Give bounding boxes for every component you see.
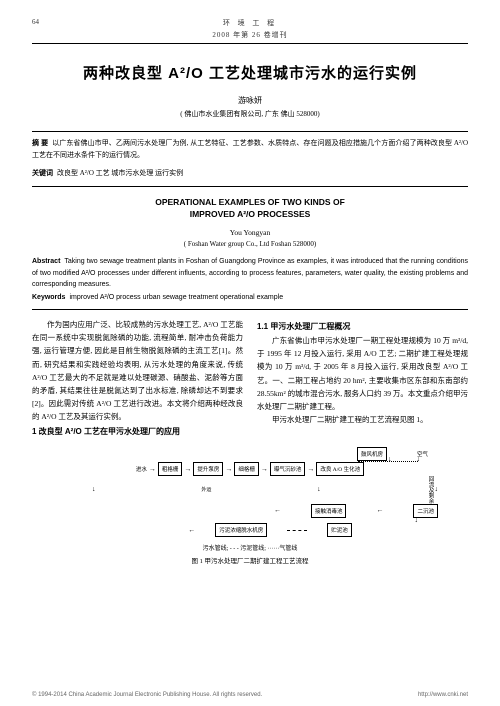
journal-name: 环 境 工 程 [52,18,448,28]
abstract-label-en: Abstract [32,258,60,265]
fc-box-coarse-grid: 粗格栅 [158,462,183,476]
fc-box-fan: 鼓风机房 [357,447,387,461]
page-number: 64 [32,18,52,28]
fc-box-aeration-grit: 曝气沉砂池 [270,462,306,476]
fc-box-pump: 提升泵房 [193,462,223,476]
flowchart-figure-1: 鼓风机房 空气 ↓↓ 进水 → 粗格栅 → 提升泵房 → 细格栅 → 曝气沉砂池… [32,447,468,565]
keywords-chinese: 关键词改良型 A²/O 工艺 城市污水处理 运行实例 [32,168,468,180]
left-paragraph-1: 作为国内应用广泛、比较成熟的污水处理工艺, A²/O 工艺能在同一系统中实现脱氮… [32,318,243,423]
right-paragraph-1: 广东省佛山市甲污水处理厂一期工程处理规模为 10 万 m³/d, 于 1995 … [257,334,468,413]
abstract-text-cn: 以广东省佛山市甲、乙两间污水处理厂为例, 从工艺特征、工艺参数、水质特点、存在问… [32,139,468,159]
flowchart-legend: 污水管线; - - - 污泥管线; ······气管线 [32,543,468,552]
author-chinese: 游咏妍 [32,95,468,106]
arrow-down-icon: ↓ [415,518,419,524]
arrow-down-icon: ↓ [317,487,321,493]
footer-copyright: © 1994-2014 China Academic Journal Elect… [32,692,262,698]
title-chinese: 两种改良型 A²/O 工艺处理城市污水的运行实例 [32,62,468,83]
abstract-text-en: Taking two sewage treatment plants in Fo… [32,258,468,287]
flowchart-caption: 图 1 甲污水处理厂二期扩建工程工艺流程 [32,555,468,565]
issue-info: 2008 年第 26 卷增刊 [32,30,468,40]
author-english: You Yongyan [32,228,468,237]
fc-label-inflow: 进水 [136,465,147,473]
fc-box-disinfection: 接触消毒池 [311,504,347,518]
abstract-english: AbstractTaking two sewage treatment plan… [32,256,468,290]
fc-box-fine-grid: 细格栅 [234,462,259,476]
fc-box-ao-tank: 改良 A/O 生化池 [316,462,364,476]
abstract-chinese: 摘 要以广东省佛山市甲、乙两间污水处理厂为例, 从工艺特征、工艺参数、水质特点、… [32,138,468,162]
right-paragraph-2: 甲污水处理厂二期扩建工程的工艺流程见图 1。 [257,413,468,426]
section-1-heading: 1 改良型 A²/O 工艺在甲污水处理厂的应用 [32,425,243,439]
column-left: 作为国内应用广泛、比较成熟的污水处理工艺, A²/O 工艺能在同一系统中实现脱氮… [32,318,243,439]
keywords-text-cn: 改良型 A²/O 工艺 城市污水处理 运行实例 [57,169,183,177]
keywords-english: Keywords improved A²/O process urban sewa… [32,292,468,303]
section-1-1-heading: 1.1 甲污水处理厂工程概况 [257,320,468,334]
column-right: 1.1 甲污水处理厂工程概况 广东省佛山市甲污水处理厂一期工程处理规模为 10 … [257,318,468,439]
fc-box-sludge-dewater: 污泥浓缩脱水机房 [215,523,267,537]
arrow-down-icon: ↓ [92,487,96,493]
keywords-label-cn: 关键词 [32,170,53,177]
footer-url: http://www.cnki.net [418,692,468,698]
keywords-label-en: Keywords [32,294,65,301]
fc-box-sludge-storage: 贮泥池 [327,523,352,537]
keywords-text-en: improved A²/O process urban sewage treat… [69,294,283,301]
fc-label-return: 回流及剩余 [427,476,435,504]
abstract-label-cn: 摘 要 [32,140,48,147]
affiliation-chinese: ( 佛山市水业集团有限公司, 广东 佛山 528000) [32,109,468,119]
fc-label-out: 外运 [201,486,211,493]
title-english: OPERATIONAL EXAMPLES OF TWO KINDS OF IMP… [32,197,468,221]
affiliation-english: ( Foshan Water group Co., Ltd Foshan 528… [32,240,468,248]
